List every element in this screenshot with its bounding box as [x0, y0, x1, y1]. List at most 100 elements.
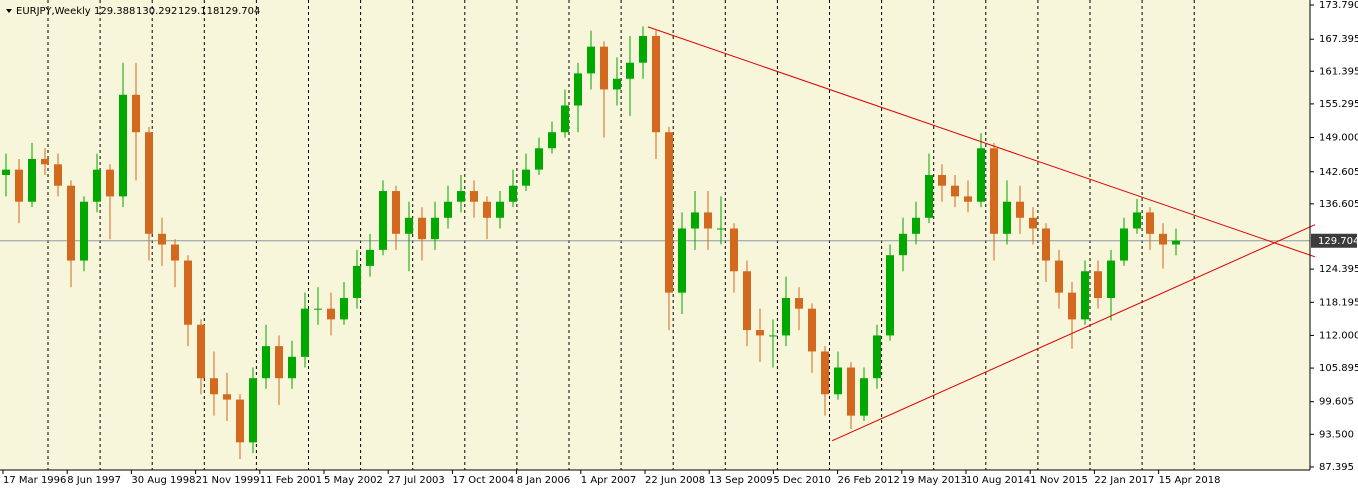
candle-body — [535, 148, 543, 170]
header-arrow — [6, 9, 12, 13]
candle-body — [548, 132, 556, 149]
candle-body — [1094, 271, 1102, 298]
candle-body — [522, 169, 530, 186]
candle-body — [1081, 271, 1089, 320]
candle-body — [860, 378, 868, 416]
candle-body — [496, 201, 504, 218]
low-value: 129.118 — [178, 6, 219, 17]
candle-body — [834, 367, 842, 395]
candle-body — [782, 297, 790, 336]
candle-body — [54, 164, 62, 186]
candle-body — [457, 191, 465, 202]
candle-body — [288, 356, 296, 379]
candle-body — [1042, 228, 1050, 261]
x-tick-label: 13 Sep 2009 — [709, 475, 772, 486]
x-tick-label: 26 Feb 2012 — [838, 475, 900, 486]
trendline — [831, 224, 1316, 442]
candle-body — [665, 132, 673, 293]
candle-body — [886, 255, 894, 336]
candle-body — [808, 308, 816, 352]
candle-body — [912, 217, 920, 234]
candle-body — [977, 148, 985, 202]
candle-body — [275, 346, 283, 379]
candle-body — [132, 94, 140, 133]
candle-body — [106, 169, 114, 197]
candle-body — [964, 196, 972, 202]
x-tick-label: 1 Nov 2015 — [1030, 475, 1088, 486]
candle-body — [145, 132, 153, 234]
candle-body — [847, 367, 855, 416]
candle-body — [1068, 292, 1076, 320]
candle-body — [795, 297, 803, 309]
candle-body — [574, 73, 582, 106]
y-tick-label: 142.605 — [1319, 167, 1358, 178]
y-tick-label: 136.605 — [1319, 199, 1358, 210]
x-tick-label: 30 Aug 1998 — [131, 475, 195, 486]
x-tick-label: 5 Dec 2010 — [773, 475, 831, 486]
current-price-label: 129.704 — [1318, 236, 1358, 247]
candle-body — [990, 148, 998, 234]
candle-body — [717, 228, 725, 230]
y-tick-label: 87.395 — [1319, 462, 1354, 473]
candle-body — [1172, 240, 1180, 245]
candle-body — [1055, 260, 1063, 293]
y-tick-label: 105.895 — [1319, 363, 1358, 374]
candle-body — [41, 158, 49, 165]
candle-body — [613, 78, 621, 90]
candle-body — [1016, 201, 1024, 218]
candle-body — [210, 378, 218, 395]
candle-body — [67, 185, 75, 261]
candle-body — [119, 94, 127, 197]
y-tick-label: 93.500 — [1319, 429, 1354, 440]
candle-body — [1159, 233, 1167, 245]
y-tick-label: 118.195 — [1319, 297, 1358, 308]
trendline — [647, 26, 1316, 258]
high-value: 130.292 — [136, 6, 177, 17]
candle-body — [678, 228, 686, 293]
candle-body — [1133, 212, 1141, 229]
y-tick-label: 173.790 — [1319, 0, 1358, 11]
candle-body — [626, 62, 634, 79]
candle-body — [327, 308, 335, 320]
candle-body — [366, 249, 374, 266]
candle-body — [1107, 260, 1115, 298]
candle-body — [262, 346, 270, 379]
candle-body — [353, 265, 361, 298]
candle-body — [184, 260, 192, 325]
x-tick-label: 21 Nov 1999 — [196, 475, 260, 486]
candle-body — [600, 46, 608, 90]
x-tick-label: 17 Mar 1996 — [3, 475, 66, 486]
candle-body — [28, 158, 36, 202]
candle-body — [236, 399, 244, 443]
candle-body — [301, 308, 309, 357]
candle-body — [509, 185, 517, 202]
x-tick-label: 17 Oct 2004 — [452, 475, 514, 486]
x-tick-label: 27 Jul 2003 — [388, 475, 445, 486]
candle-body — [223, 394, 231, 400]
x-tick-label: 15 Apr 2018 — [1159, 475, 1221, 486]
candle-body — [1003, 201, 1011, 234]
x-tick-label: 5 May 2002 — [324, 475, 383, 486]
candle-body — [470, 191, 478, 202]
x-tick-label: 1 Apr 2007 — [581, 475, 636, 486]
candle-body — [15, 169, 23, 202]
candle-body — [158, 233, 166, 245]
x-tick-label: 19 May 2013 — [902, 475, 967, 486]
y-tick-label: 167.395 — [1319, 34, 1358, 45]
candle-body — [405, 217, 413, 234]
candle-body — [1120, 228, 1128, 261]
candle-body — [756, 330, 764, 336]
candle-body — [938, 174, 946, 186]
candle-body — [93, 169, 101, 202]
open-value: 129.388 — [94, 6, 135, 17]
y-tick-label: 112.000 — [1319, 330, 1358, 341]
x-tick-label: 10 Aug 2014 — [966, 475, 1030, 486]
current-price-tag — [1311, 233, 1357, 248]
candle-body — [769, 335, 777, 337]
candle-body — [314, 308, 322, 310]
candle-body — [80, 201, 88, 261]
candle-body — [340, 297, 348, 320]
candle-body — [249, 378, 257, 443]
